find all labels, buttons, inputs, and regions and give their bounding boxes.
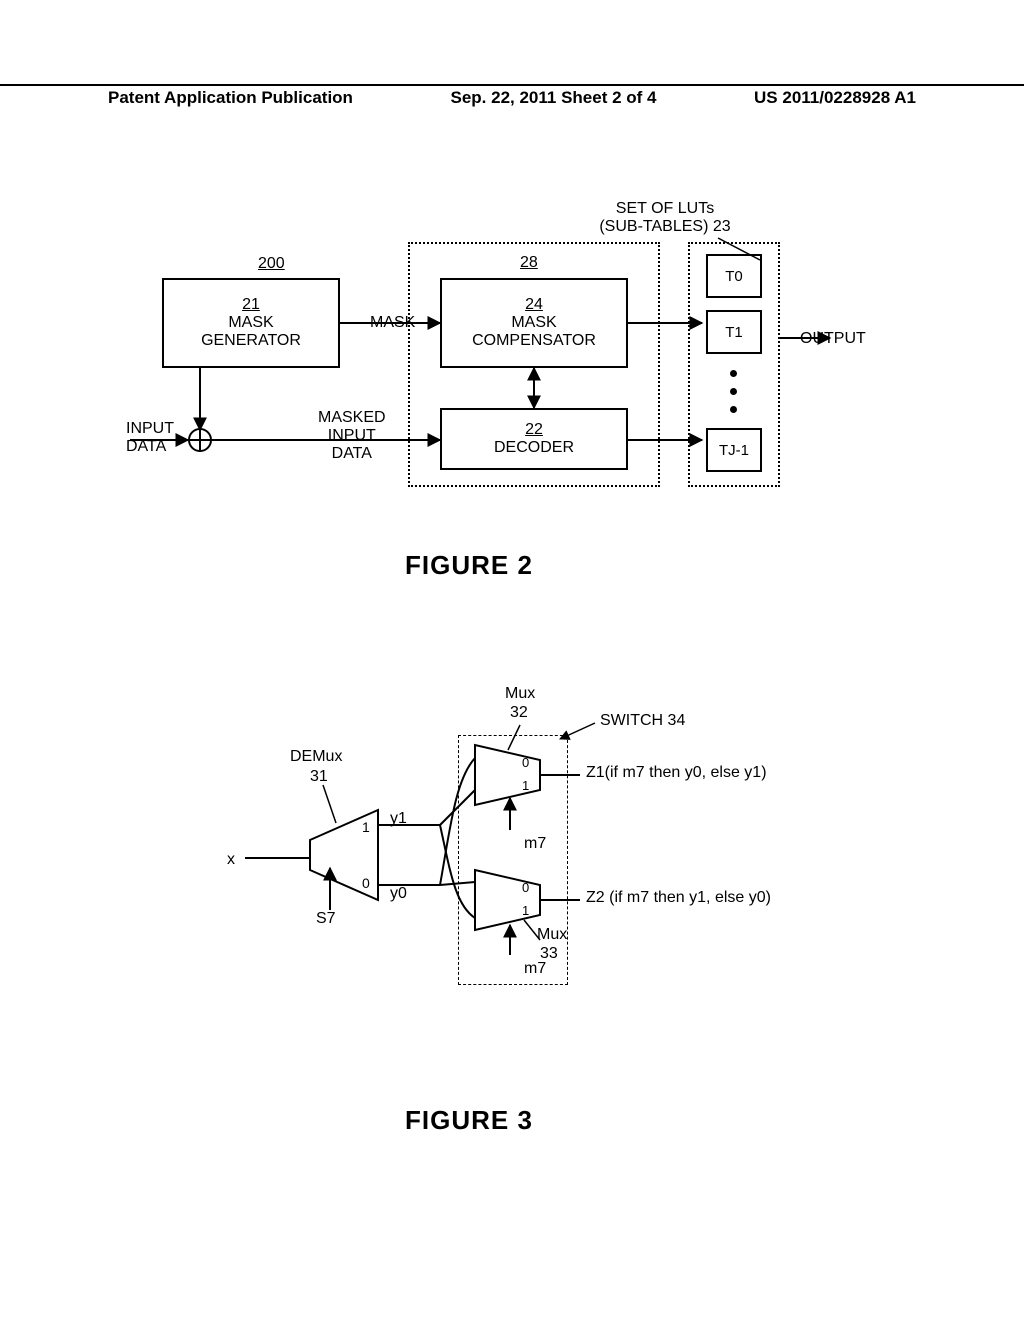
svg-text:1: 1	[362, 819, 370, 835]
switch-34-label: SWITCH 34	[600, 712, 685, 730]
input-data-label: INPUTDATA	[126, 420, 174, 456]
decoder-box: 22 DECODER	[440, 408, 628, 470]
page-body: SET OF LUTs (SUB-TABLES) 23 200 28 21 MA…	[0, 130, 1024, 1320]
header-left: Patent Application Publication	[108, 88, 353, 108]
svg-text:0: 0	[362, 875, 370, 891]
mask-generator-box: 21 MASK GENERATOR	[162, 278, 340, 368]
header-right: US 2011/0228928 A1	[754, 88, 916, 108]
header-mid: Sep. 22, 2011 Sheet 2 of 4	[450, 88, 656, 108]
ellipsis-dot	[730, 388, 737, 395]
ref-200: 200	[258, 255, 285, 273]
z2-label: Z2 (if m7 then y1, else y0)	[586, 889, 771, 907]
mask-arrow-label: MASK	[370, 314, 415, 332]
mask-gen-ref: 21	[242, 296, 260, 314]
decoder-l2: DECODER	[494, 439, 574, 457]
mask-comp-l2: MASK	[511, 314, 556, 332]
lut-t0: T0	[706, 254, 762, 298]
mask-comp-l3: COMPENSATOR	[472, 332, 596, 350]
ref-28: 28	[520, 254, 538, 272]
page-header: Patent Application Publication Sep. 22, …	[0, 84, 1024, 108]
decoder-ref: 22	[525, 421, 543, 439]
lut-t1: T1	[706, 310, 762, 354]
ellipsis-dot	[730, 370, 737, 377]
output-label: OUTPUT	[800, 330, 866, 348]
z1-label: Z1(if m7 then y0, else y1)	[586, 764, 767, 782]
demux-label: DEMux	[290, 748, 342, 766]
switch-dashed-box	[458, 735, 568, 985]
x-label: x	[227, 851, 235, 869]
y0-label: y0	[390, 885, 407, 903]
mux-top-label: Mux	[505, 685, 535, 703]
mask-comp-ref: 24	[525, 296, 543, 314]
figure-3-label: FIGURE 3	[405, 1105, 533, 1136]
demux-31-label: 31	[310, 768, 328, 786]
lut-tj: TJ-1	[706, 428, 762, 472]
masked-input-label: MASKEDINPUTDATA	[318, 409, 386, 463]
mask-gen-l2: MASK	[228, 314, 273, 332]
ellipsis-dot	[730, 406, 737, 413]
y1-label: y1	[390, 810, 407, 828]
mux-32-label: 32	[510, 704, 528, 722]
mask-gen-l3: GENERATOR	[201, 332, 301, 350]
s7-label: S7	[316, 910, 336, 928]
luts-title: SET OF LUTs (SUB-TABLES) 23	[570, 200, 760, 236]
mask-compensator-box: 24 MASK COMPENSATOR	[440, 278, 628, 368]
figure-2-label: FIGURE 2	[405, 550, 533, 581]
